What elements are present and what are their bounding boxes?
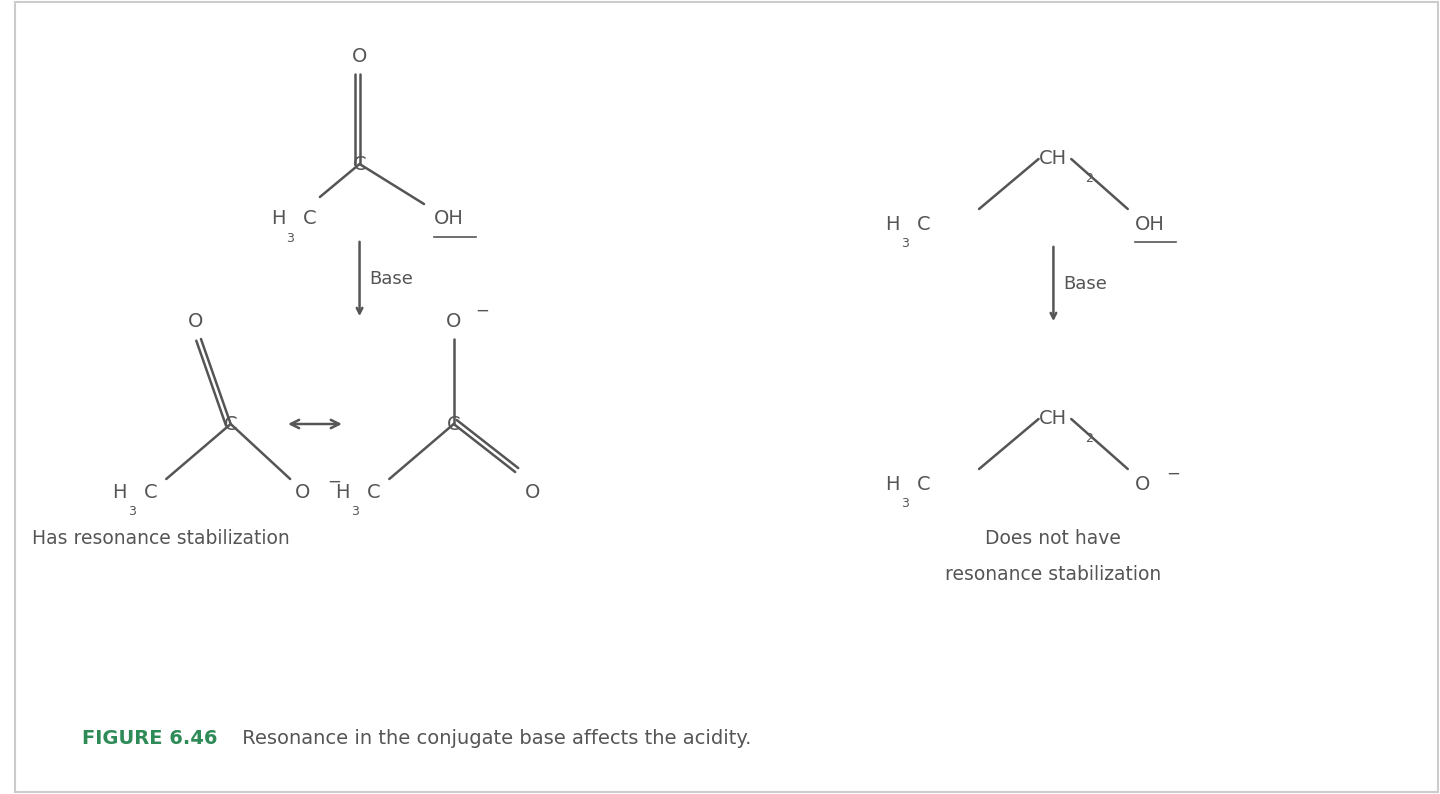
- Text: CH: CH: [1040, 149, 1067, 168]
- Text: C: C: [353, 155, 366, 174]
- Text: H: H: [886, 214, 900, 233]
- Text: 3: 3: [901, 497, 909, 510]
- Text: Does not have: Does not have: [985, 530, 1122, 549]
- Text: H: H: [886, 475, 900, 494]
- Text: CH: CH: [1040, 410, 1067, 429]
- Text: OH: OH: [433, 210, 464, 229]
- Text: H: H: [112, 483, 127, 502]
- Text: O: O: [446, 311, 461, 330]
- Text: 2: 2: [1086, 432, 1093, 445]
- Text: O: O: [1135, 475, 1151, 494]
- Text: O: O: [526, 483, 540, 502]
- Text: Resonance in the conjugate base affects the acidity.: Resonance in the conjugate base affects …: [236, 730, 752, 749]
- Text: H: H: [271, 210, 285, 229]
- Text: −: −: [327, 473, 341, 491]
- Text: O: O: [351, 47, 367, 65]
- Text: O: O: [295, 483, 311, 502]
- Text: C: C: [144, 483, 157, 502]
- Text: H: H: [336, 483, 350, 502]
- Text: 3: 3: [128, 505, 135, 518]
- Text: OH: OH: [1135, 214, 1165, 233]
- Text: C: C: [302, 210, 317, 229]
- Text: 3: 3: [901, 237, 909, 250]
- Text: 3: 3: [287, 232, 294, 245]
- Text: C: C: [917, 214, 930, 233]
- Text: 2: 2: [1086, 172, 1093, 185]
- Text: resonance stabilization: resonance stabilization: [945, 565, 1162, 584]
- Text: O: O: [189, 311, 203, 330]
- Text: Has resonance stabilization: Has resonance stabilization: [33, 530, 291, 549]
- Text: FIGURE 6.46: FIGURE 6.46: [82, 730, 217, 749]
- Text: Base: Base: [370, 270, 413, 288]
- Text: Base: Base: [1063, 275, 1107, 293]
- Text: −: −: [1166, 465, 1181, 483]
- Text: C: C: [446, 414, 461, 434]
- Text: C: C: [367, 483, 380, 502]
- Text: C: C: [917, 475, 930, 494]
- Text: −: −: [475, 302, 490, 320]
- Text: C: C: [223, 414, 238, 434]
- Text: 3: 3: [350, 505, 359, 518]
